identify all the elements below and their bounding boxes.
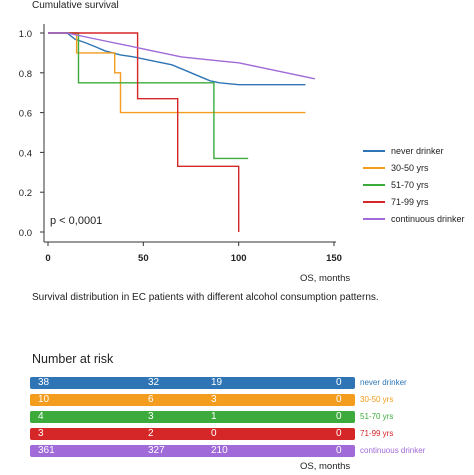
risk-table-title: Number at risk [32,352,114,366]
y-tick-label: 0.4 [19,148,32,159]
x-tick-label: 50 [138,253,149,264]
figure-caption: Survival distribution in EC patients wit… [32,292,379,303]
y-tick-label: 0.0 [19,228,32,239]
risk-value: 327 [148,445,165,456]
risk-value: 38 [38,377,50,388]
risk-value: 210 [211,445,228,456]
y-tick-label: 0.2 [19,188,32,199]
x-tick-label: 100 [231,253,247,264]
risk-row: 4 3 1 0 [30,411,355,423]
risk-value: 32 [148,377,160,388]
series-line [48,32,240,232]
x-tick-label: 150 [326,253,342,264]
series-line [48,32,306,86]
risk-value: 19 [211,377,223,388]
legend-label: 30-50 yrs [391,163,429,173]
risk-value: 6 [148,394,154,405]
risk-value: 0 [336,445,342,456]
chart-title: Cumulative survival [32,0,119,11]
legend-label: 51-70 yrs [391,180,429,190]
risk-value: 10 [38,394,50,405]
km-chart: Cumulative survival 0.0 0.2 0.4 0.6 0.8 1.0 0 50… [19,0,465,284]
x-tick-label: 0 [45,253,50,264]
series-line [48,32,249,160]
risk-row-label: 71-99 yrs [360,429,394,438]
legend-label: continuous drinker [391,214,465,224]
risk-row-label: 51-70 yrs [360,412,394,421]
risk-value: 0 [211,428,217,439]
y-tick-label: 0.6 [19,109,32,120]
risk-table-xlabel: OS, months [300,461,351,472]
risk-value: 3 [211,394,217,405]
x-axis-label: OS, months [300,273,350,284]
risk-value: 3 [38,428,44,439]
risk-value: 1 [211,411,217,422]
risk-value: 0 [336,377,342,388]
risk-value: 361 [38,445,55,456]
risk-value: 3 [148,411,154,422]
risk-row-label: continuous drinker [360,446,426,455]
risk-value: 2 [148,428,154,439]
risk-row: 3 2 0 0 [30,428,355,440]
risk-row-label: 30-50 yrs [360,395,394,404]
risk-value: 0 [336,394,342,405]
series-line [48,32,316,80]
series-line [48,32,306,114]
risk-row: 38 32 19 0 [30,377,355,389]
y-tick-label: 1.0 [19,29,32,40]
risk-row: 10 6 3 0 [30,394,355,406]
legend-label: never drinker [391,146,444,156]
risk-value: 0 [336,428,342,439]
y-tick-label: 0.8 [19,69,32,80]
p-value-annotation: p < 0,0001 [50,215,102,227]
legend-label: 71-99 yrs [391,197,429,207]
risk-row-label: never drinker [360,378,407,387]
risk-value: 4 [38,411,44,422]
risk-row: 361 327 210 0 [30,445,355,457]
risk-value: 0 [336,411,342,422]
